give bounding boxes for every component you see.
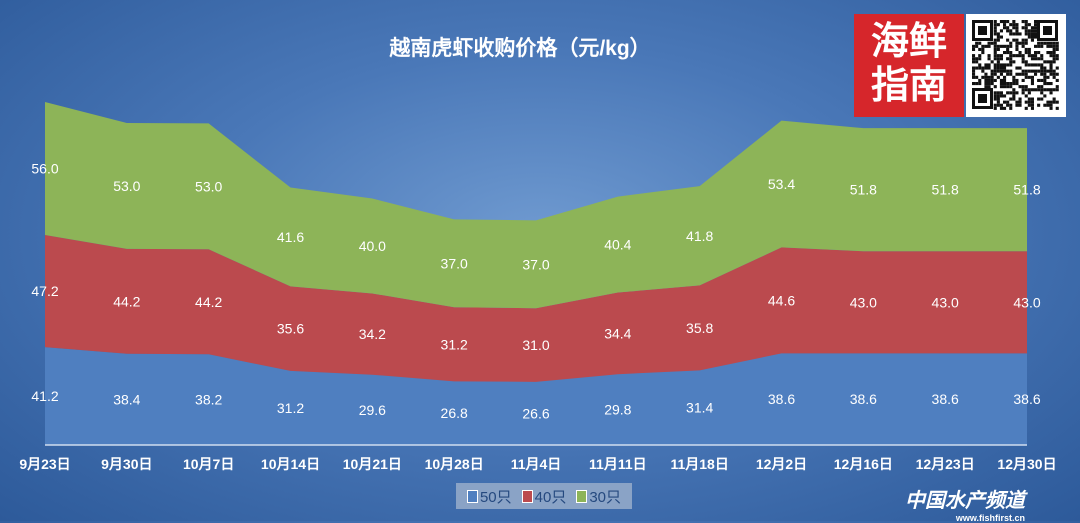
data-label: 44.6	[768, 292, 795, 308]
data-label: 34.4	[604, 325, 631, 341]
data-label: 37.0	[441, 255, 468, 271]
data-label: 40.4	[604, 237, 631, 253]
area-series-2	[45, 102, 1027, 309]
data-label: 38.6	[768, 391, 795, 407]
area-series-0	[45, 347, 1027, 445]
data-label: 35.6	[277, 321, 304, 337]
data-label: 43.0	[1013, 294, 1040, 310]
area-series-1	[45, 235, 1027, 382]
data-label: 38.6	[1013, 391, 1040, 407]
x-tick-label: 12月30日	[997, 456, 1056, 472]
x-tick-label: 10月7日	[183, 456, 234, 472]
data-label: 38.6	[850, 391, 877, 407]
data-label: 29.8	[604, 402, 631, 418]
x-tick-label: 11月11日	[589, 456, 647, 472]
data-label: 41.6	[277, 229, 304, 245]
data-label: 41.8	[686, 228, 713, 244]
data-label: 53.0	[195, 178, 222, 194]
data-label: 38.6	[932, 391, 959, 407]
data-label: 26.8	[441, 405, 468, 421]
data-label: 47.2	[31, 283, 58, 299]
x-tick-label: 12月2日	[756, 456, 807, 472]
data-label: 34.2	[359, 326, 386, 342]
x-tick-label: 10月14日	[261, 456, 320, 472]
data-label: 38.2	[195, 392, 222, 408]
chart-title: 越南虎虾收购价格（元/kg）	[389, 37, 651, 60]
x-tick-label: 10月21日	[343, 456, 402, 472]
data-label: 43.0	[850, 294, 877, 310]
data-label: 35.8	[686, 320, 713, 336]
data-label: 51.8	[1013, 182, 1040, 198]
data-label: 40.0	[359, 238, 386, 254]
x-tick-label: 12月16日	[834, 456, 893, 472]
x-tick-label: 12月23日	[916, 456, 975, 472]
data-label: 44.2	[195, 294, 222, 310]
data-label: 53.0	[113, 178, 140, 194]
data-label: 29.6	[359, 402, 386, 418]
brand-logo: 海鲜 指南	[854, 14, 964, 117]
data-label: 31.2	[277, 400, 304, 416]
x-tick-label: 10月28日	[425, 456, 484, 472]
data-label: 38.4	[113, 391, 140, 407]
data-label: 56.0	[31, 161, 58, 177]
data-label: 44.2	[113, 293, 140, 309]
data-label: 31.4	[686, 400, 713, 416]
data-label: 31.0	[522, 337, 549, 353]
qr-code	[966, 14, 1066, 117]
legend-item-30: 30只	[576, 486, 621, 507]
x-tick-label: 11月18日	[670, 456, 728, 472]
data-label: 51.8	[932, 182, 959, 198]
legend-item-50: 50只	[466, 486, 512, 507]
data-label: 41.2	[31, 388, 58, 404]
watermark: 中国水产频道 www.fishfirst.cn	[905, 490, 1025, 523]
data-label: 31.2	[441, 336, 468, 352]
data-label: 43.0	[932, 294, 959, 310]
data-label: 26.6	[522, 405, 549, 421]
legend-item-40: 40只	[521, 486, 566, 507]
data-label: 53.4	[768, 176, 795, 192]
legend: 50只 40只 30只	[456, 483, 632, 509]
data-label: 37.0	[522, 256, 549, 272]
x-tick-label: 9月30日	[101, 456, 152, 472]
x-tick-label: 9月23日	[19, 456, 70, 472]
x-tick-label: 11月4日	[511, 456, 562, 472]
data-label: 51.8	[850, 182, 877, 198]
